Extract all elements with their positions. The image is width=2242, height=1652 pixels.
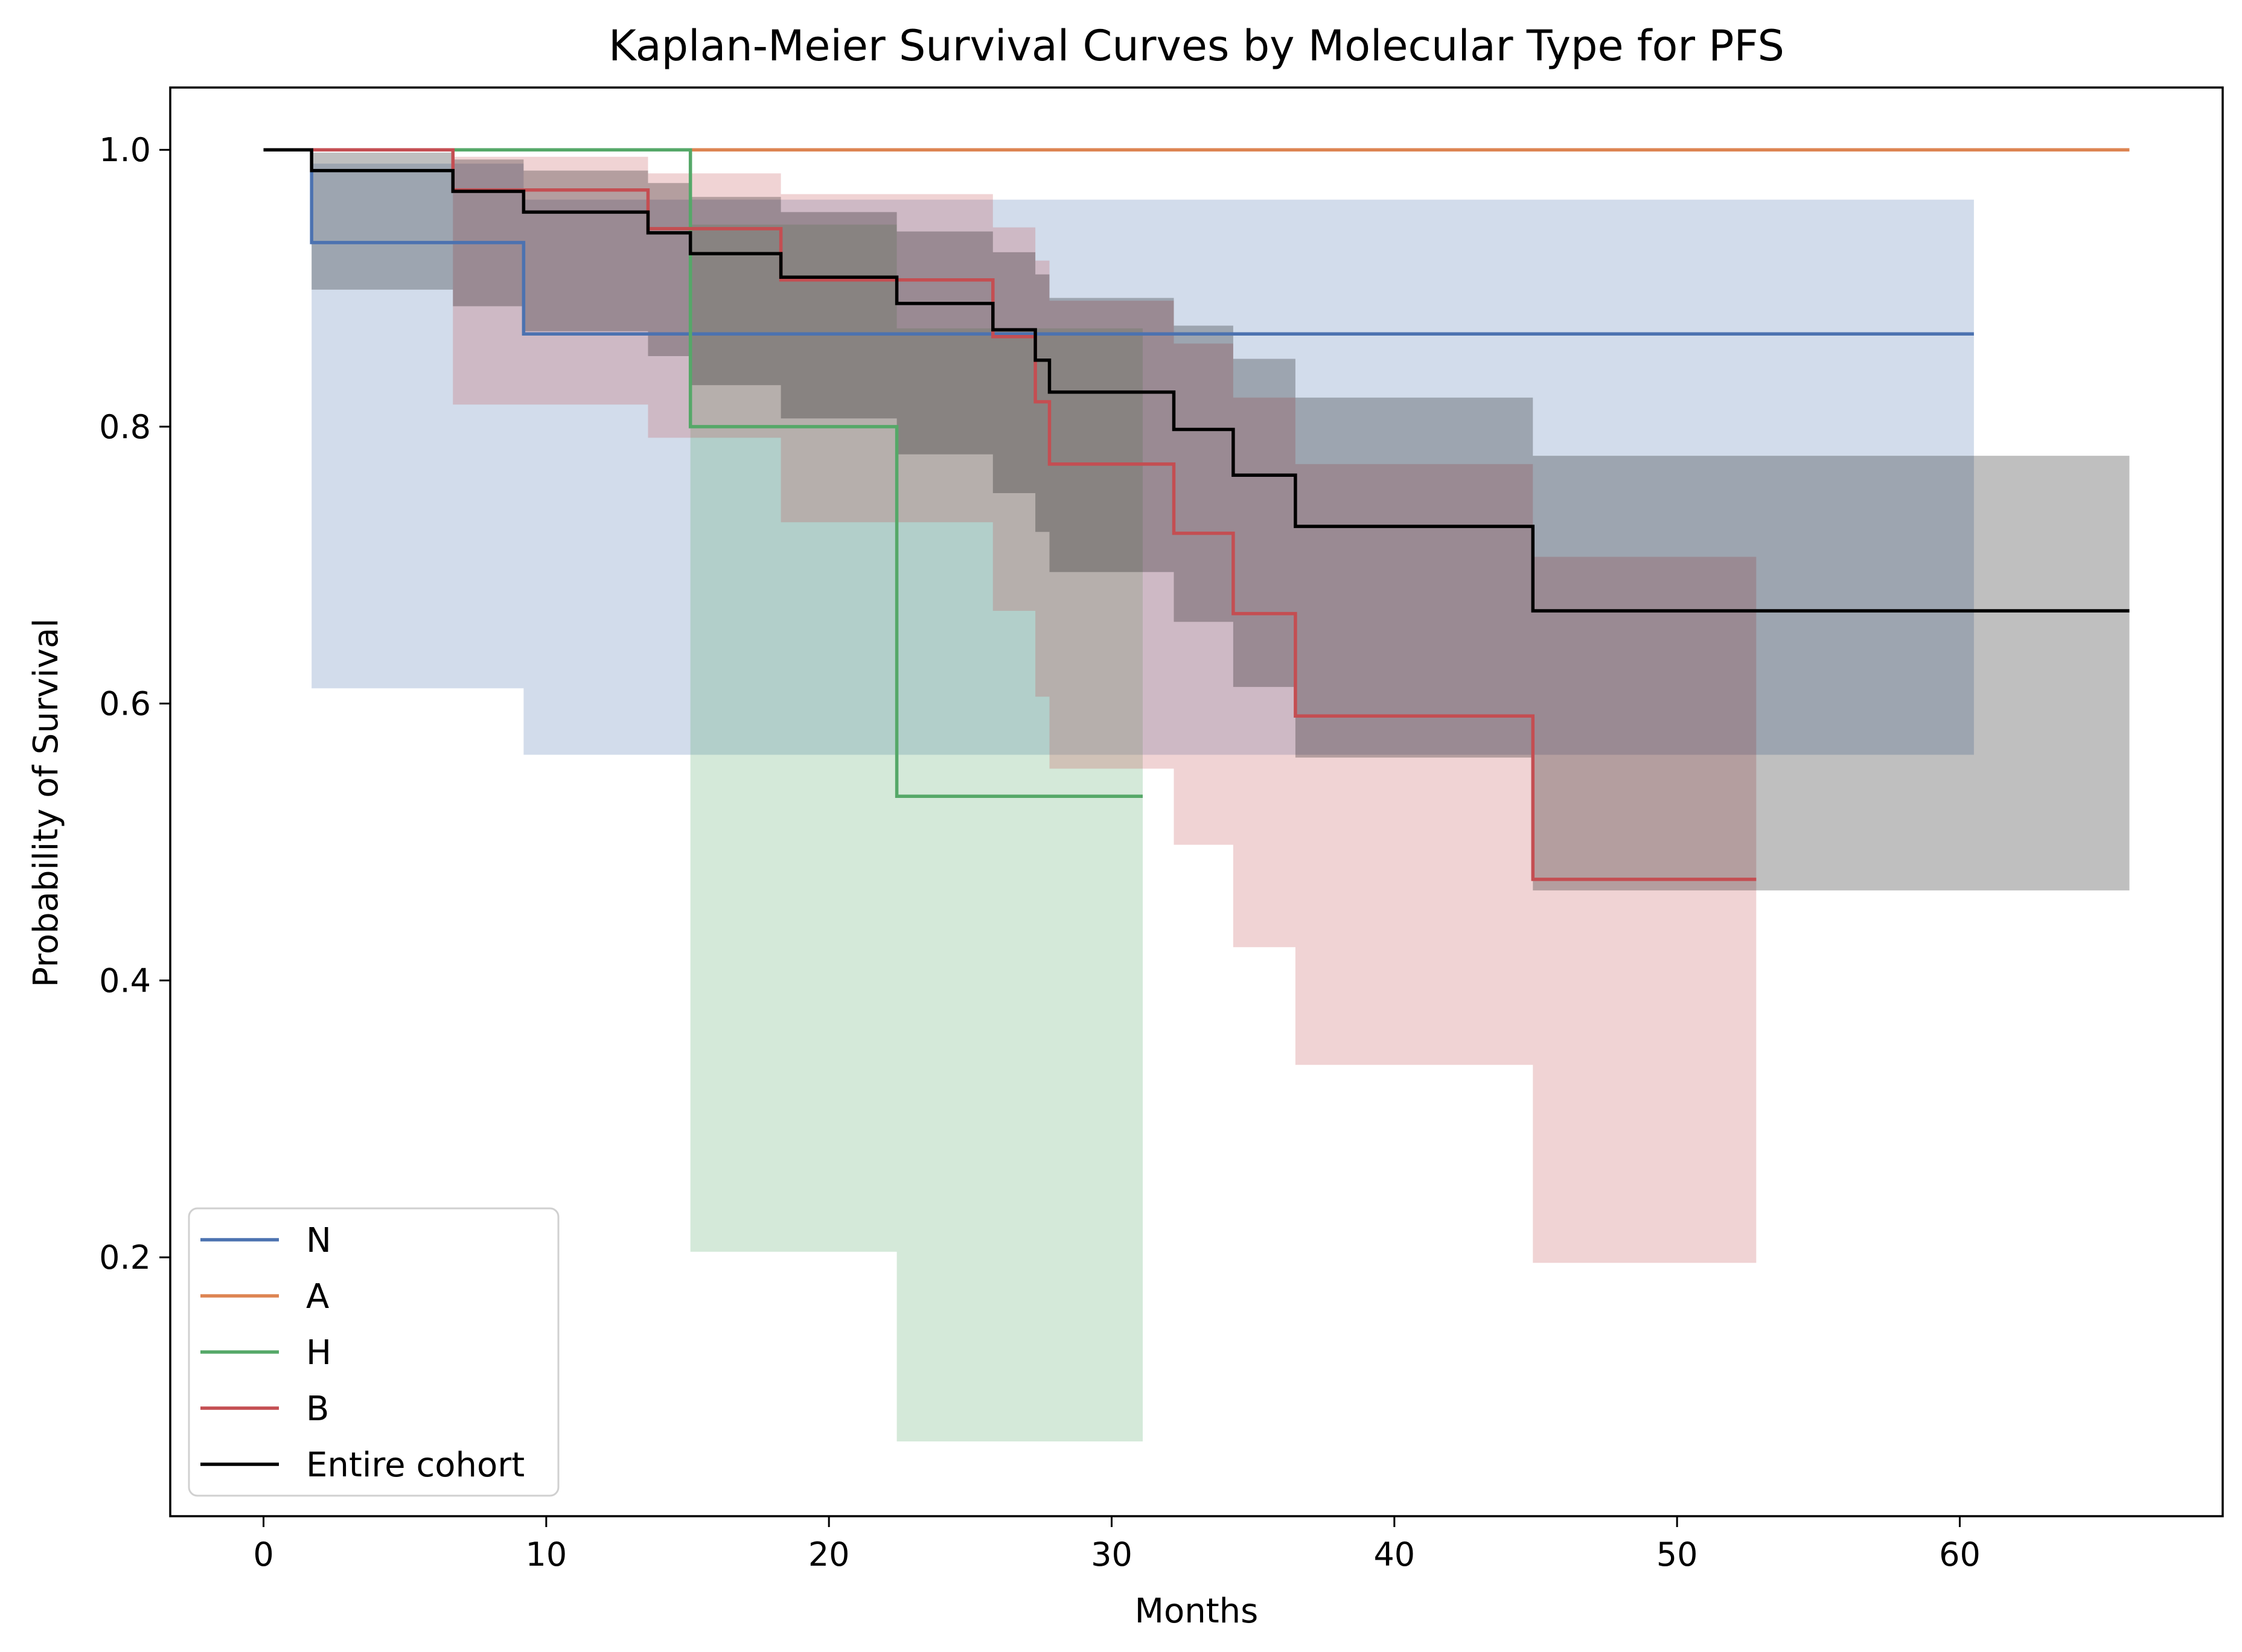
y-tick-label: 0.4 bbox=[99, 962, 151, 1000]
confidence-bands bbox=[263, 150, 2130, 1442]
x-tick-label: 50 bbox=[1656, 1536, 1698, 1574]
x-axis-label: Months bbox=[1135, 1592, 1259, 1631]
x-tick-label: 0 bbox=[253, 1536, 273, 1574]
survival-curve-b bbox=[263, 148, 1757, 881]
legend-box bbox=[188, 1207, 560, 1497]
survival-curves bbox=[263, 148, 2130, 881]
legend-label-a: A bbox=[306, 1277, 329, 1316]
ci-band-h bbox=[690, 225, 1143, 1442]
survival-curve-entire-cohort bbox=[263, 148, 2130, 613]
y-tick-label: 0.2 bbox=[99, 1239, 151, 1277]
legend-label-b: B bbox=[306, 1389, 329, 1429]
legend-label-entire-cohort: Entire cohort bbox=[306, 1446, 525, 1485]
x-axis-ticks: 0 10 20 30 40 50 60 bbox=[253, 1516, 1981, 1574]
x-tick-label: 20 bbox=[808, 1536, 850, 1574]
x-tick-label: 10 bbox=[526, 1536, 567, 1574]
x-tick-label: 40 bbox=[1373, 1536, 1415, 1574]
survival-curve-h bbox=[263, 148, 1143, 799]
y-tick-label: 0.8 bbox=[99, 408, 151, 446]
ci-band-b bbox=[263, 150, 1757, 1263]
plot-area-frame bbox=[169, 86, 2224, 1517]
legend-label-h: H bbox=[306, 1333, 331, 1373]
x-tick-label: 60 bbox=[1939, 1536, 1981, 1574]
y-axis-label: Probability of Survival bbox=[27, 618, 66, 987]
chart-title: Kaplan-Meier Survival Curves by Molecula… bbox=[608, 21, 1784, 71]
x-tick-label: 30 bbox=[1091, 1536, 1132, 1574]
y-axis-ticks: 0.2 0.4 0.6 0.8 1.0 bbox=[99, 131, 170, 1277]
y-tick-label: 1.0 bbox=[99, 131, 151, 169]
legend-label-n: N bbox=[306, 1221, 331, 1260]
y-tick-label: 0.6 bbox=[99, 685, 151, 723]
